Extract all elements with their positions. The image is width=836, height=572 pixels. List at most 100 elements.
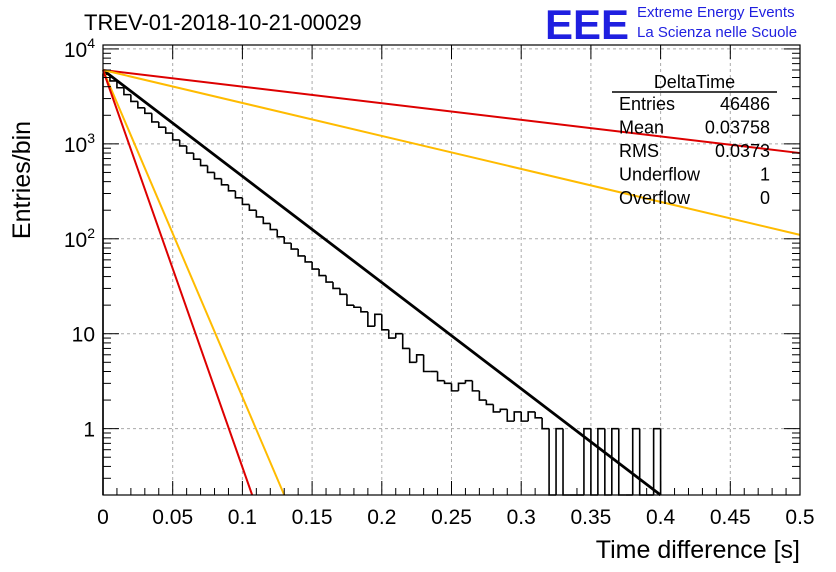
histogram-bin <box>137 101 145 109</box>
histogram-bin <box>304 255 313 263</box>
histogram-bin <box>408 348 417 364</box>
histogram-bin <box>617 428 626 496</box>
histogram-bin <box>471 380 480 392</box>
histogram-bin <box>464 379 473 384</box>
x-tick-label: 0.45 <box>710 506 751 529</box>
y-tick-label: 104 <box>64 35 95 62</box>
histogram-bin <box>185 145 194 154</box>
histogram-bin <box>652 427 661 495</box>
histogram-bin <box>367 311 375 328</box>
x-tick-label: 0.25 <box>431 506 472 529</box>
histogram-bin <box>562 428 570 496</box>
histogram-bin <box>332 282 340 290</box>
histogram-bin <box>590 428 598 496</box>
histogram-bin <box>199 159 208 167</box>
stats-box-name: DeltaTime <box>654 72 735 92</box>
histogram-bin <box>164 127 173 134</box>
histogram-bin <box>492 404 501 413</box>
y-tick-label: 10 <box>72 324 95 347</box>
x-tick-label: 0 <box>97 506 109 529</box>
histogram-bin <box>394 332 403 339</box>
fit-line <box>102 68 801 155</box>
fit-lines <box>102 68 801 497</box>
histogram-bin <box>123 87 131 96</box>
y-tick-label: 102 <box>64 225 95 252</box>
histogram-bin <box>262 216 271 225</box>
histogram-bin <box>297 249 306 257</box>
histogram-bin <box>346 294 354 306</box>
histogram-bin <box>478 390 487 401</box>
x-tick-label: 0.1 <box>228 506 257 529</box>
stats-row-value: 0.03758 <box>705 118 770 138</box>
x-tick-label: 0.3 <box>507 506 536 529</box>
histogram-bin <box>583 427 591 495</box>
histogram-bin <box>157 121 166 128</box>
histogram-bin <box>604 428 612 496</box>
histogram-bin <box>318 269 327 277</box>
histogram-bin <box>527 411 536 422</box>
histogram-bin <box>611 427 619 495</box>
plot-frame <box>102 44 801 496</box>
histogram-bin <box>220 178 229 186</box>
histogram-bin <box>415 353 424 363</box>
stats-row-label: Overflow <box>619 188 691 208</box>
x-tick-label: 0.4 <box>646 506 676 529</box>
histogram-bin <box>116 80 124 89</box>
histogram-bin <box>513 411 522 422</box>
y-tick-label: 1 <box>83 419 95 442</box>
histogram-bin <box>102 73 110 495</box>
histogram-bin <box>325 275 334 283</box>
histogram-bin <box>548 428 557 496</box>
x-tick-label: 0.5 <box>785 506 814 529</box>
stats-row-label: Underflow <box>619 165 701 185</box>
logo-subtitle-line1: Extreme Energy Events <box>637 4 795 21</box>
histogram-bin <box>534 411 543 419</box>
histogram-bin <box>422 354 431 373</box>
x-tick-label: 0.2 <box>367 506 396 529</box>
histogram-bin <box>276 229 285 238</box>
eee-logo: EEE <box>545 1 630 48</box>
histogram-bin <box>457 382 466 391</box>
fit-line <box>102 69 254 496</box>
logo-subtitle-line2: La Scienza nelle Scuole <box>637 24 798 41</box>
stats-row-value: 46486 <box>720 94 770 114</box>
x-tick-label: 0.15 <box>292 506 333 529</box>
histogram-bin <box>283 236 292 244</box>
histogram-bin <box>255 210 264 218</box>
y-axis-label: Entries/bin <box>8 121 36 239</box>
stats-row-value: 0.0373 <box>715 141 770 161</box>
histogram-bin <box>192 153 201 160</box>
histogram-bin <box>269 223 278 231</box>
histogram-bin <box>360 307 368 313</box>
histogram-bin <box>555 427 564 495</box>
x-tick-label: 0.35 <box>570 506 611 529</box>
histogram-bin <box>506 409 515 422</box>
histogram-bin <box>353 305 361 309</box>
histogram-bin <box>597 427 605 495</box>
histogram-bin <box>520 411 529 422</box>
fit-line <box>102 68 662 497</box>
histogram-bin <box>339 288 347 296</box>
histogram-bin <box>401 333 410 350</box>
histogram-bin <box>290 243 299 250</box>
histogram-bin <box>541 417 550 430</box>
histogram-bin <box>144 107 152 115</box>
stats-row-label: RMS <box>619 141 659 161</box>
histogram-bin <box>241 197 250 206</box>
histogram-bin <box>387 329 396 339</box>
histogram-bin <box>130 94 138 103</box>
stats-row-value: 1 <box>760 165 770 185</box>
fit-line <box>102 69 286 496</box>
histogram-bin <box>374 313 382 327</box>
stats-row-value: 0 <box>760 188 770 208</box>
histogram-bin <box>436 371 445 382</box>
histogram-bin <box>213 172 222 180</box>
stats-row-label: Entries <box>619 94 675 114</box>
histogram-bin <box>631 427 640 495</box>
fit-line <box>102 69 801 236</box>
histogram-bin <box>485 400 494 406</box>
histogram-bin <box>206 165 215 174</box>
histogram-bin <box>171 133 180 141</box>
stats-row-label: Mean <box>619 118 664 138</box>
